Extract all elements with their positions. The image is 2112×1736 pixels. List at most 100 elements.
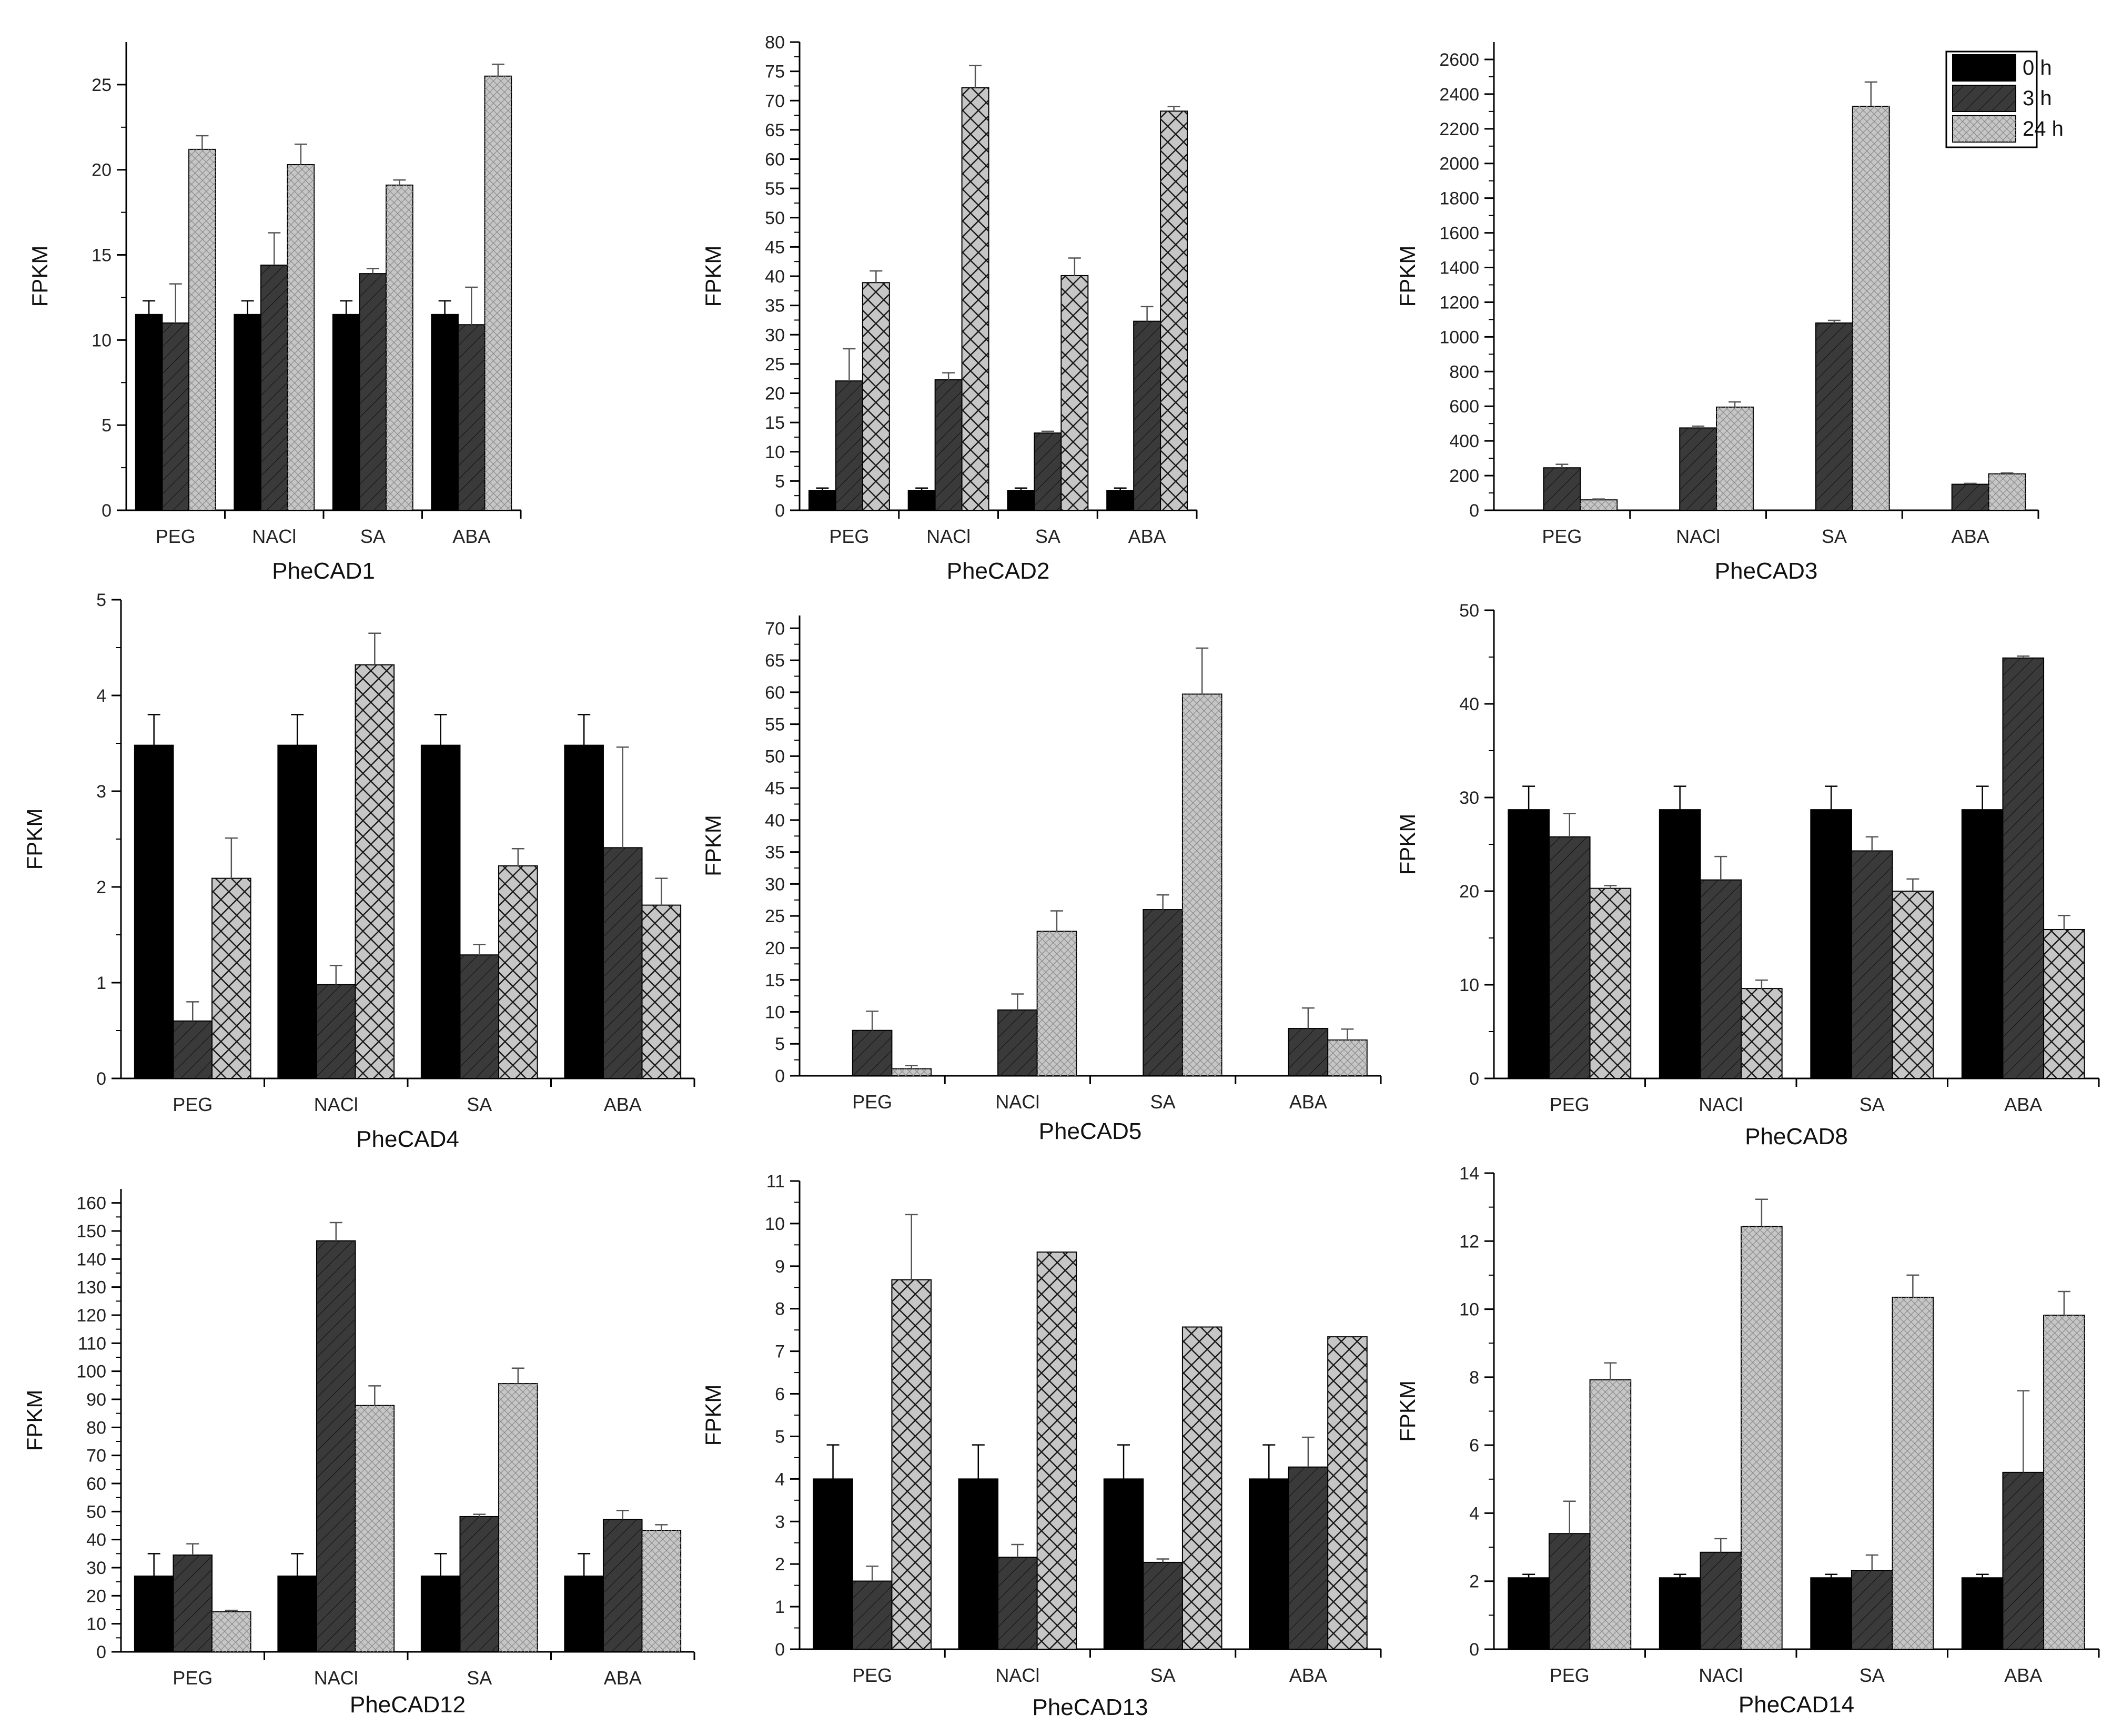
bar-peg-3h-hatch [852,1581,892,1649]
y-tick-label: 10 [765,1002,785,1022]
panel-title: PheCAD4 [356,1126,459,1152]
y-tick-label: 65 [765,651,785,671]
x-category-label: ABA [452,526,490,547]
y-tick-label: 10 [765,1214,785,1234]
y-tick-label: 15 [765,413,785,433]
bar-aba-0h [1961,809,2004,1079]
y-tick-label: 2 [96,877,106,897]
y-tick-label: 2000 [1439,154,1479,174]
x-category-label: PEG [173,1094,213,1115]
y-tick-label: 25 [765,355,785,375]
bar-nacl-24h-hatch [1741,1226,1782,1649]
panel-phecad4: 0 1 2 3 4 5 FPKM PEG NACl SA ABA PheCAD4 [22,590,695,1152]
y-tick-label: 5 [96,590,106,610]
bar-aba-3h-hatch [1952,484,1989,510]
panel-phecad8: 0 10 20 30 40 50 FPKM PEG NACl SA ABA PheCAD8 [1395,601,2100,1149]
x-category-label: NACl [1699,1094,1743,1115]
y-tick-label: 2200 [1439,119,1479,139]
x-category-label: ABA [604,1094,642,1115]
bar-sa-3h-hatch [1143,1562,1183,1649]
bar-nacl-0h [277,1576,317,1652]
y-tick-label: 4 [1469,1503,1479,1523]
bar-peg-0h [808,490,836,511]
bar-peg-24h-hatch [1590,1380,1631,1649]
bar-aba-0h [1106,490,1135,511]
y-tick-label: 65 [765,120,785,140]
x-category-label: NACl [995,1091,1039,1113]
panel-phecad14: 0 2 4 6 8 10 12 14 FPKM PEG NACl SA ABA PheCAD14 [1395,1164,2100,1718]
y-tick-label: 15 [765,971,785,991]
panel-title: PheCAD5 [1039,1118,1142,1144]
panel-phecad13: 0 1 2 3 4 5 6 7 8 9 10 11 FPKM PEG NACl SA ABA PheCAD13 [701,1172,1382,1720]
x-category-label: NACl [1699,1664,1743,1686]
y-tick-label: 40 [765,267,785,287]
y-tick-label: 0 [775,1640,785,1660]
bar-aba-24h-hatch [642,1530,681,1652]
bar-sa-3h-hatch [1815,323,1853,510]
y-tick-label: 50 [765,746,785,766]
y-tick-label: 30 [1459,788,1479,808]
bar-nacl-3h-hatch [998,1557,1037,1649]
bar-aba-3h-hatch [1288,1467,1328,1649]
y-tick-label: 1200 [1439,292,1479,312]
bar-sa-24h-hatch [1852,106,1889,511]
y-tick-label: 15 [92,246,112,266]
y-axis-label: FPKM [1395,814,1420,875]
panel-phecad1: 0 5 10 15 20 25 FPKM PEG NACl SA ABA PheCAD1 [27,42,522,584]
bar-aba-3h-hatch [2003,658,2044,1078]
y-tick-label: 40 [1459,694,1479,714]
y-tick-label: 30 [86,1558,106,1578]
bar-nacl-3h-hatch [1700,880,1742,1078]
bar-nacl-24h-hatch [355,1405,395,1652]
bar-peg-3h-hatch [1543,468,1581,510]
x-category-label: PEG [1550,1664,1590,1686]
y-tick-label: 12 [1459,1232,1479,1251]
y-tick-label: 90 [86,1390,106,1410]
bar-aba-3h-hatch [603,847,642,1078]
bar-nacl-0h [234,314,261,511]
y-axis-label: FPKM [1395,246,1420,307]
bar-peg-24h-hatch [212,878,251,1078]
bar-aba-3h-hatch [603,1519,642,1652]
y-tick-label: 2 [1469,1572,1479,1592]
y-tick-label: 55 [765,179,785,199]
x-category-label: ABA [2004,1094,2042,1115]
y-axis-label: FPKM [1395,1380,1420,1442]
x-category-label: ABA [1952,526,1989,547]
x-category-label: NACl [995,1664,1039,1686]
legend-label-24h: 24 h [2023,117,2064,140]
x-category-label: SA [1860,1094,1885,1115]
bar-sa-24h-hatch [1892,1297,1934,1649]
bar-sa-0h [1103,1478,1144,1650]
y-tick-label: 10 [92,330,112,350]
y-tick-label: 70 [765,91,785,111]
bar-peg-0h [134,1576,174,1652]
bar-aba-24h-hatch [2044,1315,2085,1649]
y-tick-label: 1400 [1439,258,1479,278]
bar-peg-3h-hatch [1549,1533,1590,1649]
y-tick-label: 20 [92,160,112,180]
x-category-label: ABA [1289,1091,1327,1113]
bar-nacl-3h-hatch [260,265,288,510]
bar-aba-0h [1961,1577,2004,1650]
y-tick-label: 60 [765,150,785,170]
y-tick-label: 6 [775,1385,785,1405]
bar-peg-0h [134,744,174,1079]
x-category-label: NACl [1676,526,1720,547]
y-tick-label: 0 [1469,501,1479,521]
x-category-label: SA [467,1094,492,1115]
y-tick-label: 2400 [1439,85,1479,105]
y-tick-label: 50 [86,1502,106,1522]
y-tick-label: 30 [765,325,785,345]
y-tick-label: 800 [1449,362,1479,382]
panel-title: PheCAD8 [1745,1124,1848,1149]
x-category-label: PEG [1542,526,1582,547]
y-tick-label: 3 [775,1512,785,1532]
legend-label-3h: 3 h [2023,87,2052,110]
y-tick-label: 35 [765,843,785,863]
chart-legend: 0 h 3 h 24 h [1945,51,2064,148]
bar-peg-24h-hatch [189,149,216,511]
bar-aba-0h [564,744,604,1079]
bar-aba-24h-hatch [484,76,512,510]
y-tick-label: 1600 [1439,224,1479,244]
